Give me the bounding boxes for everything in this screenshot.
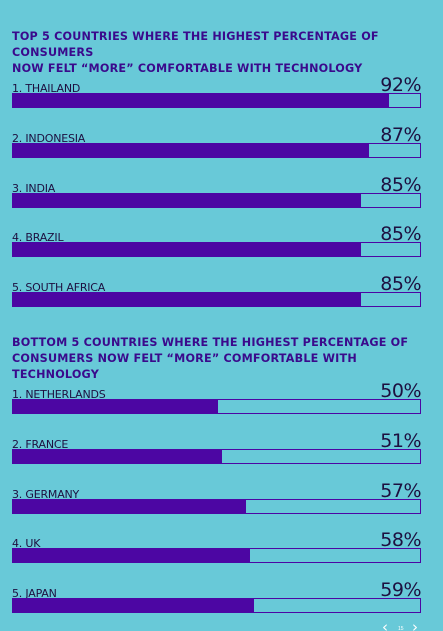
chevron-left-icon[interactable]: ‹	[382, 618, 388, 631]
bar-row: 5. JAPAN 59%	[12, 569, 421, 613]
page-navigation: ‹ 15 ›	[382, 620, 422, 631]
bar	[13, 549, 250, 563]
bar-row: 2. FRANCE 51%	[12, 420, 421, 464]
data-label: 85%	[380, 223, 421, 246]
bar-track	[12, 399, 421, 414]
chart-title: BOTTOM 5 COUNTRIES WHERE THE HIGHEST PER…	[12, 336, 409, 381]
bar	[13, 243, 361, 257]
data-label: 85%	[380, 273, 421, 295]
category-label: 1. THAILAND	[12, 82, 81, 95]
bar-track	[12, 242, 421, 258]
chart-title: TOP 5 COUNTRIES WHERE THE HIGHEST PERCEN…	[12, 30, 379, 75]
bar-track	[12, 598, 421, 613]
bar-row: 3. INDIA 85%	[12, 164, 421, 208]
category-label: 4. UK	[12, 537, 41, 551]
category-label: 5. JAPAN	[12, 587, 57, 600]
data-label: 51%	[380, 429, 421, 452]
bar-row: 4. UK 58%	[12, 519, 421, 564]
data-label: 50%	[380, 380, 421, 402]
bar	[13, 449, 222, 463]
bar-row: 4. BRAZIL 85%	[12, 213, 421, 258]
bar-row: 2. INDONESIA 87%	[12, 114, 421, 158]
chevron-right-icon[interactable]: ›	[412, 618, 418, 631]
bar-row: 3. GERMANY 57%	[12, 470, 421, 514]
category-label: 2. INDONESIA	[12, 131, 86, 145]
bar-track	[12, 292, 421, 307]
bar-row: 1. NETHERLANDS 50%	[12, 370, 421, 414]
bar	[13, 400, 218, 413]
bar-track	[12, 448, 421, 464]
data-label: 59%	[380, 579, 421, 601]
data-label: 92%	[380, 74, 421, 96]
bar-row: 1. THAILAND 92%	[12, 64, 421, 108]
data-label: 58%	[380, 529, 421, 552]
category-label: 5. SOUTH AFRICA	[12, 281, 106, 294]
data-label: 57%	[380, 479, 421, 502]
bar-track	[12, 192, 421, 208]
category-label: 1. NETHERLANDS	[12, 388, 106, 401]
bar	[13, 94, 389, 107]
bar	[13, 143, 369, 157]
bar	[13, 499, 246, 513]
data-label: 87%	[380, 123, 421, 146]
data-label: 85%	[380, 173, 421, 196]
category-label: 2. FRANCE	[12, 437, 69, 451]
bar	[13, 193, 361, 207]
category-label: 4. BRAZIL	[12, 231, 64, 245]
category-label: 3. GERMANY	[12, 487, 80, 501]
bar-track	[12, 548, 421, 564]
bar-track	[12, 142, 421, 158]
category-label: 3. INDIA	[12, 181, 56, 195]
bar-track	[12, 93, 421, 108]
bar	[13, 293, 361, 306]
bar	[13, 599, 254, 612]
page-number: 15	[398, 626, 404, 631]
bar-row: 5. SOUTH AFRICA 85%	[12, 263, 421, 307]
bar-track	[12, 498, 421, 514]
